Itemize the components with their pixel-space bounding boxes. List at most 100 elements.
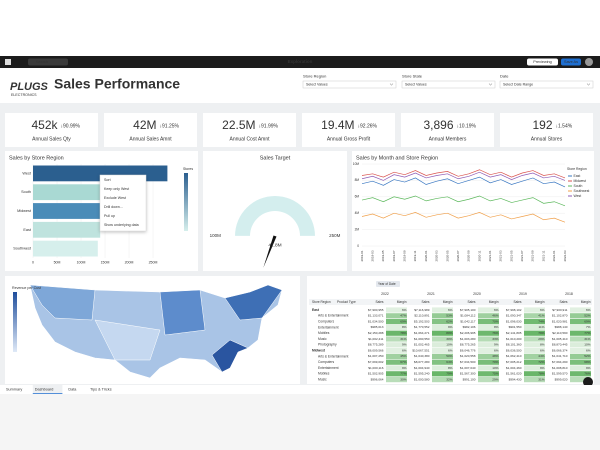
filter-placeholder: Select Date Range <box>503 83 533 87</box>
header-row <box>309 299 592 305</box>
bar[interactable] <box>33 221 101 238</box>
menu-item[interactable]: Drill down... <box>104 205 123 209</box>
table-cell: $1,090,550 <box>414 337 430 341</box>
y-tick-label: Midwest <box>17 209 32 213</box>
table-cell: 8% <box>494 325 499 329</box>
table-cell: 48% <box>492 354 498 358</box>
column-header: Store Region <box>312 300 331 304</box>
menu-item[interactable]: Keep only West <box>104 187 129 191</box>
legend-label: East <box>574 174 581 178</box>
table-cell: $1,770,552 <box>414 325 430 329</box>
margin-cell <box>478 377 499 383</box>
year-chip <box>376 281 400 287</box>
menu-item[interactable]: Sort <box>104 178 111 182</box>
table-cell: 78% <box>538 372 544 376</box>
search-placeholder: Search <box>36 60 48 64</box>
filter-box[interactable] <box>401 80 496 89</box>
tab[interactable]: Summary <box>6 388 22 392</box>
table-cell: 79% <box>446 372 452 376</box>
table-cell: $1,004,460 <box>506 366 522 370</box>
margin-cell <box>524 319 545 325</box>
us-map <box>29 284 283 379</box>
year-header: 2020 <box>473 292 481 296</box>
table-cell: $8,077,280 <box>414 360 430 364</box>
margin-cell <box>570 371 591 377</box>
gauge-tick-label: 250M <box>329 233 341 238</box>
series-line <box>361 212 566 223</box>
search-box[interactable] <box>28 58 68 66</box>
table-cell: $994,430 <box>509 377 522 381</box>
table-cell: $2,110,891 <box>414 314 430 318</box>
kpi-label: Annual Stores <box>531 136 563 142</box>
margin-cell <box>524 313 545 319</box>
table-cell: $1,133,071 <box>368 314 384 318</box>
table-cell: $991,100 <box>463 377 476 381</box>
y-tick-label: 2M <box>355 227 360 231</box>
table-cell: 70% <box>492 360 498 364</box>
table-cell: 6% <box>494 308 499 312</box>
table-cell: $1,040,380 <box>414 354 430 358</box>
gauge-tick-label: 100M <box>210 233 222 238</box>
x-tick-label: 2020-01 <box>424 250 428 261</box>
kpi-card <box>203 113 296 147</box>
menu-item[interactable]: Pull up <box>104 214 115 218</box>
save-button[interactable] <box>561 58 581 66</box>
table-cell: $8,775,265 <box>460 343 476 347</box>
table-cell: $1,002,465 <box>414 343 430 347</box>
kpi-value: 192 <box>532 118 552 132</box>
margin-cell <box>570 365 591 371</box>
table-cell: $988,140 <box>555 325 568 329</box>
menu-item[interactable]: Exclude West <box>104 196 126 200</box>
bar[interactable] <box>33 240 98 257</box>
filter-box[interactable] <box>302 80 397 89</box>
tab[interactable]: Data <box>68 388 77 392</box>
table-cell: 52% <box>584 314 590 318</box>
table-cell: $1,567,300 <box>460 372 476 376</box>
margin-cell <box>478 359 499 365</box>
table-cell: $7,998,102 <box>506 308 522 312</box>
table-cell: 41% <box>538 314 544 318</box>
table-cell: 9% <box>402 366 407 370</box>
table-cell: 31% <box>538 377 544 381</box>
year-chip-label: Year of Date <box>378 282 396 286</box>
table-cell: 10% <box>446 343 452 347</box>
margin-cell <box>524 330 545 336</box>
tab[interactable]: Dashboard <box>35 388 54 392</box>
table-cell: $6,009,566 <box>368 348 384 352</box>
menu-item[interactable]: Show underlying data <box>104 223 139 227</box>
column-header: Margin <box>535 300 545 304</box>
filter-box[interactable] <box>499 80 594 89</box>
kpi-label: Annual Gross Profit <box>327 136 371 142</box>
table-cell: $7,099,002 <box>368 360 384 364</box>
margin-cell <box>386 353 407 359</box>
mode-button[interactable] <box>527 58 558 66</box>
filter-placeholder: Select Values <box>306 83 328 87</box>
table-cell: 64% <box>446 360 452 364</box>
table-cell: 8% <box>540 343 545 347</box>
filter-label: Date <box>500 74 509 79</box>
margin-cell <box>386 348 407 354</box>
map-legend-title: Revenue per Cust <box>12 286 41 290</box>
margin-cell <box>432 365 453 371</box>
filter-caret <box>389 83 394 86</box>
margin-cell <box>478 313 499 319</box>
margin-cell <box>386 342 407 348</box>
tab[interactable]: Tips & Tricks <box>90 388 112 392</box>
filter-label: Store State <box>402 74 423 79</box>
x-tick-label: 2019-03 <box>370 250 374 261</box>
help-button[interactable] <box>583 377 593 387</box>
table-cell: 45% <box>400 354 406 358</box>
column-header: Sales <box>422 300 430 304</box>
row-label: Midwest <box>312 348 326 352</box>
kpi-value: 3,896 <box>423 118 453 132</box>
table-cell: 50% <box>446 354 452 358</box>
avatar[interactable] <box>585 58 593 66</box>
table-cell: $7,116,989 <box>414 308 430 312</box>
top-blank <box>0 0 600 56</box>
x-tick-label: 2019-11 <box>413 250 417 261</box>
margin-cell <box>432 324 453 330</box>
table-cell: $7,034,500 <box>460 360 476 364</box>
table-cell: 29% <box>492 377 498 381</box>
year-header: 2022 <box>381 292 389 296</box>
